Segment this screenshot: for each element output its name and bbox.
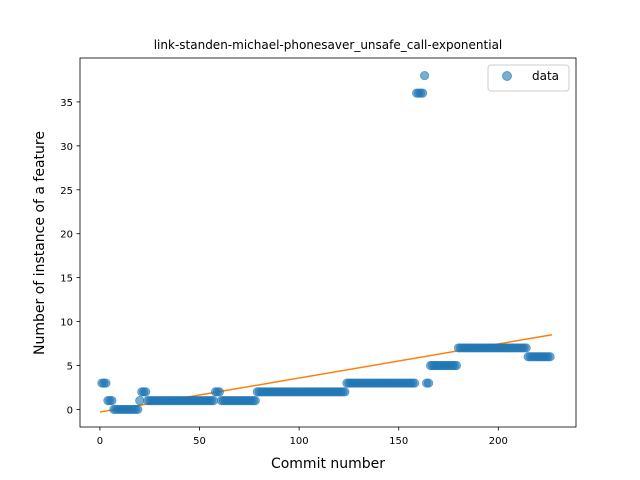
data-point	[250, 396, 260, 406]
data-point	[423, 378, 434, 388]
y-tick-label: 20	[60, 230, 73, 241]
x-axis-label: Commit number	[271, 456, 385, 472]
y-tick-label: 25	[60, 186, 73, 197]
data-point	[451, 360, 462, 371]
x-axis-ticks: 0 50 100 150 200	[97, 427, 508, 447]
y-tick-label: 15	[60, 274, 73, 285]
data-point	[208, 396, 219, 406]
data-point	[410, 378, 420, 388]
y-tick-label: 5	[67, 362, 73, 373]
data-point	[420, 70, 430, 81]
data-point	[141, 387, 151, 397]
y-axis-ticks: 0 5 10 15 20 25 30 35	[60, 98, 80, 416]
data-point	[340, 387, 350, 397]
x-tick-label: 0	[97, 436, 103, 447]
x-tick-label: 100	[290, 436, 309, 447]
axes-frame	[79, 57, 577, 428]
data-point	[101, 378, 111, 388]
x-tick-label: 200	[489, 436, 508, 447]
y-tick-label: 30	[60, 142, 73, 153]
chart-title: link-standen-michael-phonesaver_unsafe_c…	[154, 38, 503, 52]
data-point	[133, 404, 143, 415]
data-point	[214, 387, 225, 397]
data-point	[418, 88, 428, 98]
y-tick-label: 0	[67, 405, 73, 416]
data-point	[521, 343, 531, 353]
y-axis-label: Number of instance of a feature	[32, 131, 48, 355]
y-tick-label: 35	[60, 98, 73, 109]
x-tick-label: 150	[389, 436, 408, 447]
legend-label-data: data	[532, 69, 559, 83]
y-tick-label: 10	[60, 318, 73, 329]
data-point	[107, 396, 117, 406]
x-tick-label: 50	[193, 436, 206, 447]
legend-marker	[502, 71, 512, 81]
data-point	[135, 396, 145, 406]
data-point	[545, 352, 555, 362]
legend: data	[487, 64, 570, 92]
data-points-layer	[97, 70, 555, 415]
